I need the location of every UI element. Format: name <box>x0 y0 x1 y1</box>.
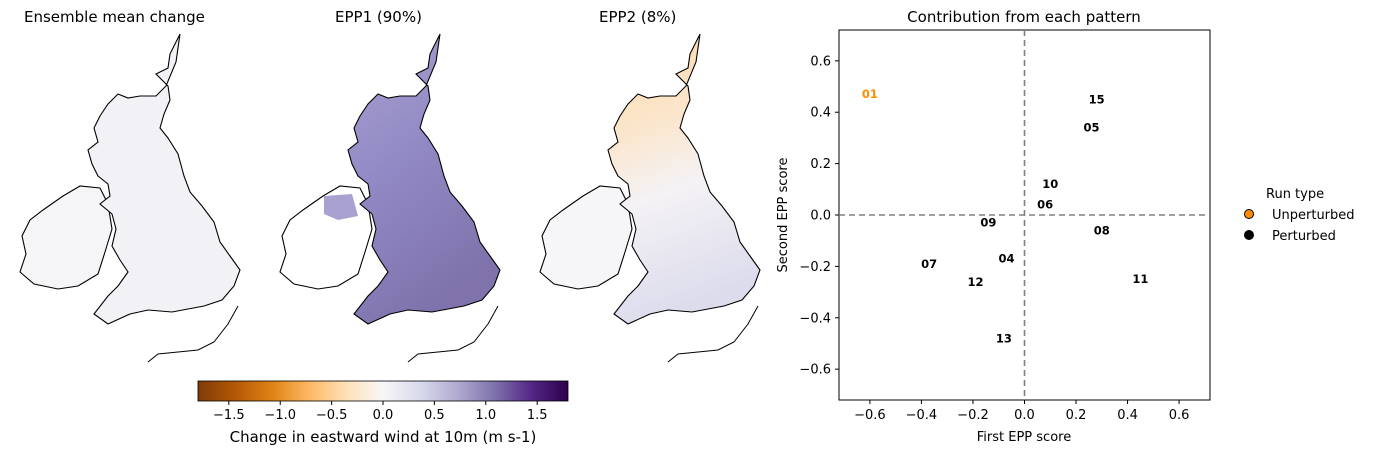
x-axis-label: First EPP score <box>977 430 1071 445</box>
colorbar-gradient <box>197 380 569 402</box>
map-epp1 <box>279 33 501 363</box>
map-title-ensemble-mean: Ensemble mean change <box>24 8 205 26</box>
x-tick-label: 0.0 <box>1014 408 1035 423</box>
great-britain-landmass <box>347 33 501 363</box>
y-axis-label: Second EPP score <box>776 158 791 273</box>
map-ensemble-mean <box>19 33 241 363</box>
legend-marker-unperturbed <box>1244 209 1254 219</box>
x-tick-label: 0.2 <box>1066 408 1087 423</box>
colorbar-tick-label: 0.5 <box>424 408 445 423</box>
point-label-01: 01 <box>862 87 878 101</box>
x-tick-label: 0.6 <box>1169 408 1190 423</box>
point-label-06: 06 <box>1037 198 1053 212</box>
point-label-12: 12 <box>968 275 984 289</box>
point-label-10: 10 <box>1042 177 1058 191</box>
point-label-09: 09 <box>980 216 996 230</box>
map-epp2 <box>539 33 761 363</box>
colorbar-tick-label: 1.0 <box>475 408 496 423</box>
colorbar-tick-label: −1.0 <box>264 408 296 423</box>
map-title-epp2: EPP2 (8%) <box>599 8 677 26</box>
y-tick-label: 0.2 <box>810 157 831 172</box>
y-tick-label: −0.6 <box>799 363 831 378</box>
x-tick-label: −0.4 <box>906 408 938 423</box>
y-tick-label: 0.6 <box>810 54 831 69</box>
point-label-11: 11 <box>1132 272 1148 286</box>
legend: Run type Unperturbed Perturbed <box>1244 187 1355 244</box>
point-label-08: 08 <box>1094 223 1110 237</box>
colorbar-tick-label: 1.5 <box>527 408 548 423</box>
point-label-07: 07 <box>921 257 937 271</box>
y-tick-label: 0.4 <box>810 106 831 121</box>
point-label-15: 15 <box>1089 92 1105 106</box>
ireland-landmass <box>19 185 113 290</box>
map-title-epp1: EPP1 (90%) <box>335 8 422 26</box>
colorbar-tick-label: 0.0 <box>373 408 394 423</box>
colorbar: −1.5 −1.0 −0.5 0.0 0.5 1.0 1.5 Change in eastw… <box>197 380 569 446</box>
great-britain-landmass <box>87 33 241 363</box>
point-label-04: 04 <box>998 252 1014 266</box>
scatter-chart: Contribution from each pattern −0.6 −0.4 −… <box>776 8 1355 445</box>
point-label-13: 13 <box>996 331 1012 345</box>
colorbar-tick-label: −0.5 <box>316 408 348 423</box>
y-tick-label: −0.2 <box>799 260 831 275</box>
great-britain-landmass <box>607 33 761 363</box>
y-tick-label: −0.4 <box>799 311 831 326</box>
legend-label-unperturbed: Unperturbed <box>1272 208 1355 223</box>
legend-marker-perturbed <box>1244 230 1254 240</box>
ireland-landmass <box>279 185 373 290</box>
legend-label-perturbed: Perturbed <box>1272 229 1336 244</box>
x-tick-label: −0.6 <box>854 408 886 423</box>
chart-title: Contribution from each pattern <box>907 8 1141 26</box>
x-tick-label: −0.2 <box>957 408 989 423</box>
legend-title: Run type <box>1266 187 1324 202</box>
point-label-05: 05 <box>1083 121 1099 135</box>
ireland-landmass <box>539 185 633 290</box>
y-tick-label: 0.0 <box>810 209 831 224</box>
colorbar-tick-label: −1.5 <box>213 408 245 423</box>
x-tick-label: 0.4 <box>1117 408 1138 423</box>
colorbar-label: Change in eastward wind at 10m (m s-1) <box>230 428 537 446</box>
